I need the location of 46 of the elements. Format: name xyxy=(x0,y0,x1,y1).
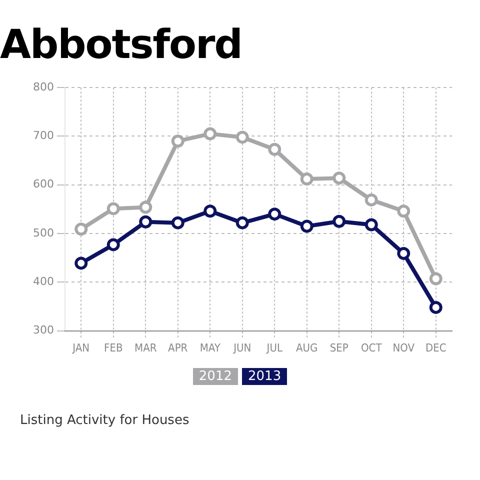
point xyxy=(236,216,249,230)
point xyxy=(74,222,88,236)
point xyxy=(171,134,184,148)
point xyxy=(397,204,410,218)
x-tick-label: NOV xyxy=(392,341,415,354)
y-tick-label: 600 xyxy=(32,178,54,191)
point xyxy=(397,246,410,260)
text: Listing Activity for Houses xyxy=(20,413,190,428)
y-tick-label: 700 xyxy=(32,129,54,142)
x-tick-label: DEC xyxy=(425,341,446,354)
y-tick-label: 500 xyxy=(32,226,54,240)
x-tick-label: OCT xyxy=(361,341,383,354)
point xyxy=(204,127,217,140)
text: 2012 xyxy=(192,368,238,385)
point xyxy=(268,208,282,221)
text: 2013 xyxy=(242,368,288,385)
point xyxy=(364,218,378,232)
point xyxy=(204,204,217,218)
point xyxy=(236,130,249,144)
x-tick-label: MAY xyxy=(200,341,222,354)
point xyxy=(332,172,346,185)
point xyxy=(106,238,120,252)
point xyxy=(300,220,314,233)
point xyxy=(332,214,346,228)
x-tick-label: JUL xyxy=(266,341,283,354)
x-tick-label: FEB xyxy=(104,341,123,354)
x-tick-label: APR xyxy=(168,341,188,354)
y-tick-label: 300 xyxy=(32,324,54,337)
point xyxy=(139,200,152,214)
x-tick-label: JAN xyxy=(72,341,90,354)
y-tick-label: 400 xyxy=(32,275,54,288)
x-tick-label: AUG xyxy=(296,341,318,354)
point xyxy=(106,202,120,216)
point xyxy=(74,256,88,270)
x-tick-label: SEP xyxy=(330,341,348,354)
point xyxy=(429,300,442,314)
point xyxy=(171,216,184,230)
y-tick-label: 800 xyxy=(32,80,54,94)
point xyxy=(364,193,378,206)
x-tick-label: JUN xyxy=(232,341,252,354)
point xyxy=(429,272,442,286)
point xyxy=(268,142,282,156)
point xyxy=(300,172,314,186)
chart-title: Abbotsford xyxy=(0,22,243,68)
x-tick-label: MAR xyxy=(134,341,157,354)
point xyxy=(139,215,152,228)
